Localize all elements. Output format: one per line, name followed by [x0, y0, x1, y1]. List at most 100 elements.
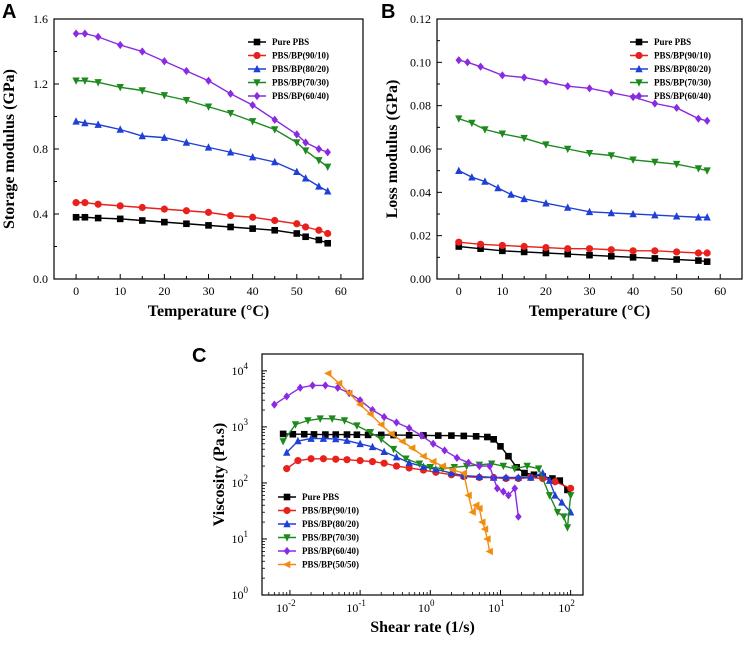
- panel-a-data-point: [271, 126, 279, 134]
- panel-c-data-point: [343, 436, 351, 444]
- panel-a-data-point: [81, 118, 89, 127]
- panel-c-data-point: [499, 462, 508, 471]
- panel-c-data-point: [459, 469, 468, 477]
- panel-c-data-point: [353, 422, 361, 430]
- panel-a-data-point: [72, 29, 80, 38]
- panel-c-data-point: [434, 432, 442, 439]
- panel-c-data-point: [418, 431, 425, 440]
- panel-a-data-point: [116, 40, 124, 50]
- panel-b-series-line-1: [458, 241, 708, 254]
- panel-b-data-point: [585, 150, 594, 158]
- panel-c-data-point: [377, 436, 385, 444]
- panel-c-data-point: [310, 431, 318, 438]
- panel-b-data-point: [694, 213, 703, 221]
- panel-c-data-point: [567, 484, 575, 492]
- panel-a-y-tick-label: 0.8: [33, 142, 48, 156]
- panel-b-data-point: [607, 208, 615, 217]
- panel-b-data-point: [476, 240, 485, 248]
- panel-c-legend-label: PBS/BP(50/50): [302, 560, 359, 570]
- panel-b-label: B: [381, 1, 395, 23]
- panel-c-data-point: [511, 484, 519, 493]
- panel-b-data-point: [703, 249, 711, 257]
- panel-a-data-point: [116, 125, 124, 133]
- panel-a-data-point: [204, 103, 213, 111]
- panel-c-data-point: [502, 473, 510, 481]
- panel-c-x-axis-title: Shear rate (1/s): [370, 619, 475, 636]
- panel-c-legend-label: Pure PBS: [302, 492, 339, 502]
- panel-b-data-point: [564, 245, 572, 253]
- panel-c-data-point: [405, 424, 413, 433]
- panel-c-data-point: [486, 461, 493, 471]
- panel-a-series-line-2: [75, 120, 329, 192]
- panel-a-data-point: [81, 77, 89, 85]
- panel-c-data-point: [500, 487, 507, 496]
- panel-b-x-tick-label: 30: [584, 284, 596, 298]
- panel-c-data-point: [393, 418, 400, 427]
- panel-c-data-point: [389, 445, 398, 454]
- panel-a-data-point: [323, 163, 332, 171]
- panel-a-x-tick-label: 60: [335, 284, 347, 298]
- panel-c-data-point: [429, 457, 437, 466]
- panel-a-data-point: [249, 213, 257, 221]
- panel-c-data-point: [398, 437, 406, 446]
- panel-b-x-tick-label: 60: [714, 284, 726, 298]
- panel-b-y-tick-label: 0.06: [410, 142, 431, 156]
- panel-c-data-point: [368, 442, 377, 451]
- panel-a-y-tick-label: 1.6: [33, 12, 48, 26]
- panel-c-data-point: [283, 392, 291, 401]
- panel-a-data-point: [204, 208, 213, 216]
- panel-c-data-point: [343, 456, 351, 464]
- panel-a-data-point: [160, 133, 169, 141]
- panel-b-data-point: [520, 73, 528, 82]
- panel-a-data-point: [94, 214, 102, 222]
- panel-c-data-point: [364, 431, 372, 439]
- panel-c-x-tick-label: 10-1: [346, 598, 366, 615]
- panel-c-data-point: [515, 512, 522, 521]
- panel-b-data-point: [607, 246, 615, 254]
- panel-a-data-point: [94, 200, 102, 208]
- panel-a-data-point: [204, 143, 213, 151]
- panel-c-data-point: [419, 462, 428, 470]
- panel-a-legend-marker: [253, 64, 261, 73]
- panel-b-data-point: [564, 203, 572, 211]
- panel-a-y-axis-title: Storage modulus (GPa): [1, 69, 18, 229]
- panel-c-legend-marker: [283, 506, 291, 515]
- panel-c-data-point: [316, 415, 324, 423]
- panel-a-data-point: [301, 147, 310, 155]
- panel-a-x-axis-title: Temperature (°C): [148, 303, 269, 320]
- panel-a-data-point: [72, 213, 80, 221]
- panel-b-data-point: [673, 248, 681, 256]
- panel-b-data-point: [673, 103, 680, 112]
- panel-b-data-point: [694, 249, 703, 257]
- panel-b-data-point: [520, 248, 528, 256]
- panel-b-legend-label: Pure PBS: [654, 37, 691, 47]
- panel-c-data-point: [472, 501, 480, 509]
- panel-b-data-point: [694, 165, 703, 173]
- panel-c-label: C: [192, 345, 206, 367]
- panel-b-x-tick-label: 0: [456, 284, 462, 298]
- panel-b-data-point: [585, 245, 594, 253]
- panel-b-data-point: [651, 210, 659, 219]
- panel-b-data-point: [607, 252, 615, 260]
- panel-c-data-point: [307, 434, 315, 442]
- panel-b-data-point: [703, 213, 711, 221]
- panel-c-data-point: [407, 444, 416, 452]
- panel-c-data-point: [392, 452, 401, 461]
- panel-b-data-point: [629, 156, 637, 164]
- panel-a-y-tick-label: 0.0: [33, 272, 48, 286]
- panel-c-y-tick-label: 101: [232, 529, 249, 546]
- panel-c-data-point: [319, 434, 328, 442]
- panel-a-data-point: [324, 148, 331, 157]
- panel-c-data-point: [563, 524, 572, 532]
- panel-c-data-point: [478, 518, 486, 526]
- panel-c-data-point: [553, 508, 562, 517]
- panel-a-data-point: [183, 66, 190, 76]
- panel-b-data-point: [629, 92, 637, 102]
- panel-b-data-point: [586, 84, 593, 93]
- panel-c-data-point: [484, 433, 491, 441]
- panel-a-data-point: [116, 202, 124, 210]
- panel-b-data-point: [520, 242, 528, 251]
- panel-a: A 0 10 20 30 40 50 60 0.0 0.4 0.8 1.2 1.6 Temperatur…: [1, 1, 364, 320]
- panel-c-data-point: [369, 405, 376, 415]
- panel-b-legend-marker: [635, 38, 643, 46]
